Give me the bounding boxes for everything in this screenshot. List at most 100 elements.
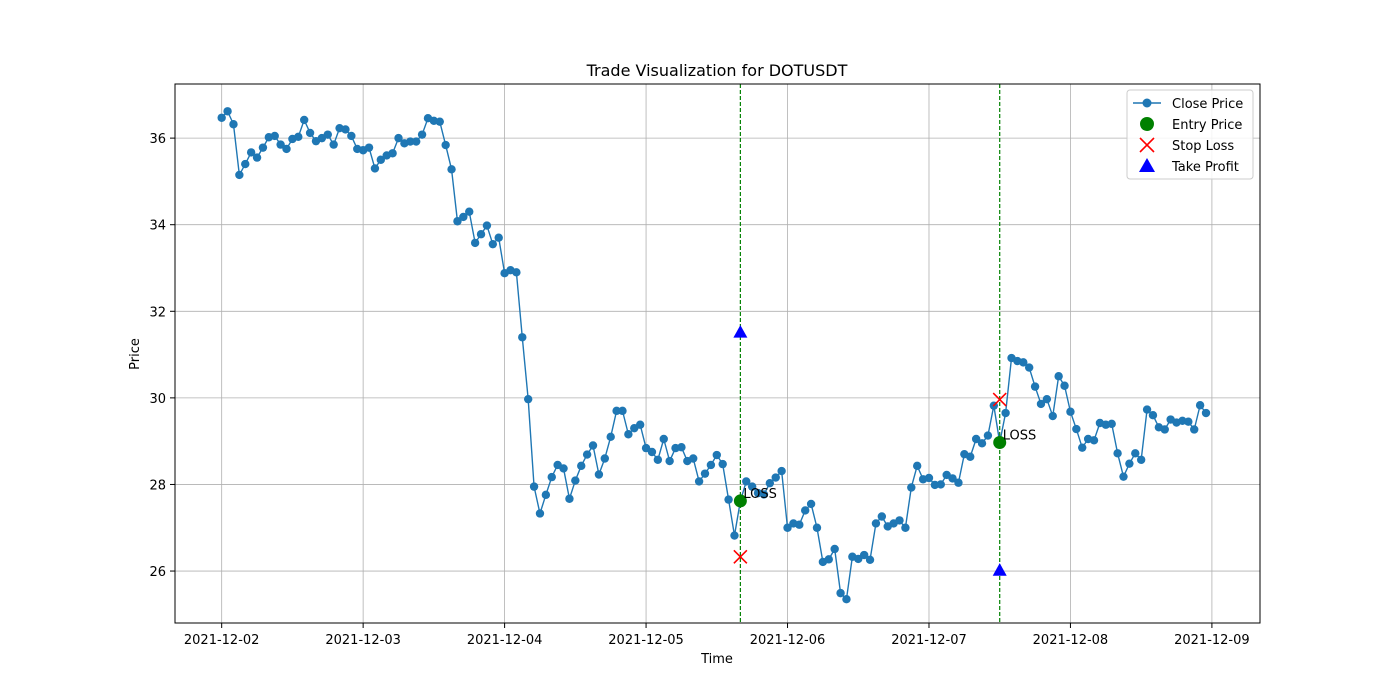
close-price-point (647, 447, 657, 457)
x-tick-label: 2021-12-02 (184, 633, 260, 648)
close-price-point (1089, 436, 1099, 445)
close-price-point (488, 239, 498, 249)
close-price-point (836, 588, 845, 598)
close-price-point (765, 478, 775, 488)
close-price-point (983, 431, 993, 440)
trade-markers (733, 325, 1007, 576)
close-price-point (824, 555, 833, 564)
close-price-point (217, 113, 226, 122)
close-price-point (1190, 425, 1199, 434)
plot-frame (174, 83, 1261, 624)
close-price-point (1113, 449, 1122, 458)
close-price-point (635, 420, 645, 429)
close-price-point (465, 207, 474, 216)
close-price-point (618, 406, 627, 416)
close-price-point (241, 159, 250, 169)
close-price-point (300, 115, 309, 125)
y-tick-label: 32 (149, 305, 166, 320)
close-price-point (329, 140, 338, 149)
stop-loss-marker (733, 549, 748, 564)
close-price-point (276, 140, 285, 149)
close-price-point (865, 555, 875, 564)
close-price-point (258, 143, 268, 152)
close-price-point (417, 130, 427, 139)
close-price-point (376, 155, 386, 164)
close-price-series (217, 107, 1211, 604)
close-price-point (459, 212, 468, 222)
close-price-point (1060, 381, 1069, 390)
close-price-point (518, 333, 527, 342)
close-price-point (777, 466, 786, 476)
take-profit-marker (733, 325, 748, 338)
stop-loss-marker (992, 392, 1007, 407)
close-price-point (547, 472, 556, 482)
close-price-point (1131, 449, 1140, 458)
close-price-point (559, 464, 568, 473)
legend-take-marker (1139, 158, 1155, 172)
close-price-point (394, 133, 403, 143)
close-price-point (724, 495, 733, 504)
close-price-point (742, 477, 751, 486)
close-price-point (577, 461, 586, 471)
close-price-point (977, 439, 987, 448)
x-axis-ticks: 2021-12-02 2021-12-03 2021-12-04 2021-12-05… (184, 623, 1250, 648)
close-price-point (907, 483, 916, 492)
close-price-point (612, 406, 621, 416)
legend-close-marker (1142, 98, 1152, 108)
close-price-point (641, 443, 651, 453)
close-price-point (677, 443, 686, 452)
close-price-point (523, 394, 533, 404)
close-price-point (1142, 405, 1152, 414)
trade-result-label: LOSS (1003, 428, 1037, 443)
close-price-point (541, 490, 551, 500)
close-price-point (801, 506, 810, 515)
x-tick-label: 2021-12-07 (891, 633, 967, 648)
close-price-point (901, 523, 910, 532)
close-price-point (270, 131, 279, 141)
trade-result-label: LOSS (743, 487, 777, 502)
close-price-point (871, 519, 881, 528)
close-price-point (305, 128, 315, 138)
x-tick-label: 2021-12-04 (467, 633, 543, 648)
close-price-point (842, 594, 851, 604)
close-price-point (653, 455, 663, 464)
close-price-point (470, 238, 480, 248)
close-price-point (1119, 472, 1128, 481)
close-price-point (659, 434, 668, 444)
close-price-point (235, 170, 244, 180)
close-price-point (665, 456, 674, 466)
close-price-point (859, 550, 869, 560)
close-price-point (718, 459, 727, 469)
y-tick-label: 28 (149, 478, 166, 493)
close-price-point (594, 470, 604, 479)
close-price-point (954, 478, 963, 487)
close-price-point (895, 516, 904, 525)
close-price-point (323, 130, 332, 139)
close-price-point (229, 120, 238, 129)
close-price-point (759, 490, 769, 499)
close-price-point (694, 477, 704, 486)
x-tick-label: 2021-12-09 (1174, 633, 1250, 648)
close-price-point (294, 132, 303, 142)
close-price-point (388, 149, 397, 158)
close-price-point (582, 450, 592, 459)
close-price-point (1024, 363, 1034, 372)
close-price-point (341, 125, 350, 134)
close-price-point (936, 480, 945, 489)
close-price-point (948, 474, 957, 483)
close-price-point (1066, 407, 1075, 416)
y-tick-label: 30 (149, 392, 166, 407)
legend-label-stop: Stop Loss (1172, 139, 1234, 154)
close-price-point (1030, 382, 1040, 391)
close-price-point (252, 153, 262, 162)
close-price-point (1048, 411, 1057, 421)
legend-label-close: Close Price (1172, 97, 1243, 112)
close-price-point (924, 473, 934, 483)
close-price-point (529, 482, 539, 491)
trade-annotations: LOSS LOSS (743, 428, 1036, 501)
close-price-point (1136, 455, 1146, 464)
close-price-point (482, 221, 492, 230)
close-price-point (447, 165, 456, 174)
close-price-point (854, 554, 863, 564)
close-price-point (347, 131, 356, 141)
